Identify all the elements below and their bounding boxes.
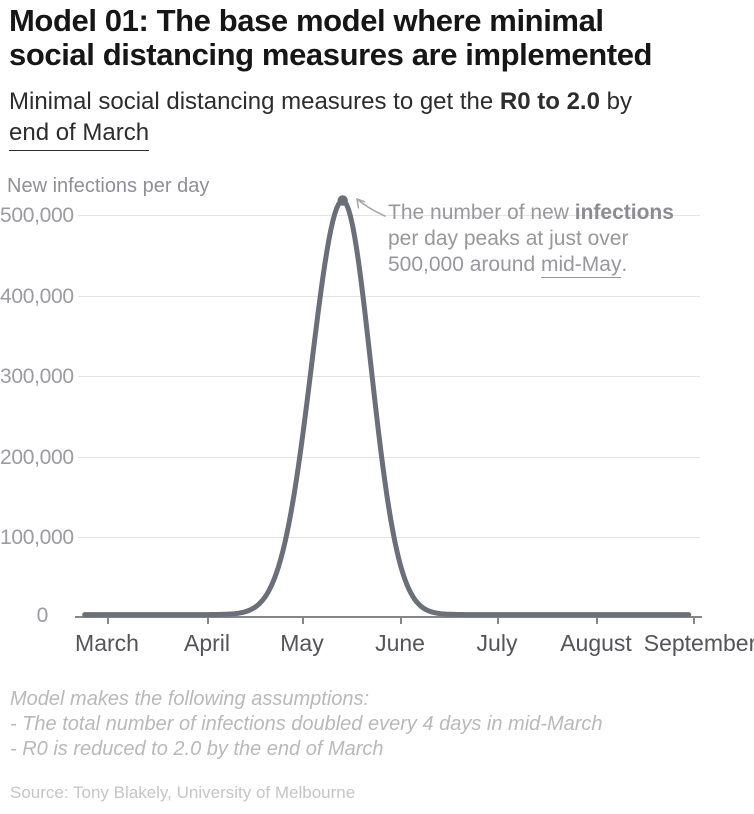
y-tick-label: 200,000 xyxy=(0,446,74,469)
footnote-line-3: - R0 is reduced to 2.0 by the end of Mar… xyxy=(10,738,384,760)
peak-dot xyxy=(337,195,348,206)
x-axis-line xyxy=(75,616,702,618)
annotation-arrow-icon xyxy=(356,198,386,217)
annotation-bold-infections: infections xyxy=(574,201,674,224)
y-tick-label: 500,000 xyxy=(0,204,74,227)
subtitle-prefix: Minimal social distancing measures to ge… xyxy=(9,88,500,115)
annotation-text-3: 500,000 around xyxy=(388,253,541,276)
x-tick-july xyxy=(497,617,499,624)
x-tick-label: May xyxy=(280,630,324,656)
gridline-100k xyxy=(78,537,700,538)
annotation-underlined-mid-may: mid-May xyxy=(540,253,622,278)
title-line-2: social distancing measures are implement… xyxy=(9,37,653,72)
annotation-text-4: . xyxy=(621,253,628,276)
x-tick-label: June xyxy=(375,630,425,656)
x-tick-june xyxy=(400,617,402,624)
assumptions-footnote: Model makes the following assumptions: -… xyxy=(10,687,730,762)
x-tick-label: April xyxy=(183,630,230,656)
page-title: Model 01: The base model where minimal so… xyxy=(9,4,749,72)
gridline-400k xyxy=(78,296,700,297)
subtitle-bold-r0: R0 to 2.0 xyxy=(499,88,600,115)
x-tick-label: August xyxy=(560,630,632,656)
gridline-200k xyxy=(78,457,700,458)
x-tick-august xyxy=(596,617,598,624)
y-tick-label: 400,000 xyxy=(0,285,74,308)
subtitle-underlined-end-of-march: end of March xyxy=(9,117,150,151)
annotation-text-1: The number of new xyxy=(388,201,575,224)
y-tick-label: 300,000 xyxy=(0,365,74,388)
title-line-1: Model 01: The base model where minimal xyxy=(9,3,604,38)
source-credit: Source: Tony Blakely, University of Melb… xyxy=(10,783,356,802)
annotation-text-2: per day peaks at just over xyxy=(388,227,629,250)
x-tick-may xyxy=(302,617,304,624)
footnote-line-1: Model makes the following assumptions: xyxy=(10,688,370,710)
chart-subtitle: Minimal social distancing measures to ge… xyxy=(9,86,739,151)
subtitle-suffix: by xyxy=(599,88,632,115)
footnote-line-2: - The total number of infections doubled… xyxy=(10,713,603,735)
peak-annotation: The number of new infections per day pea… xyxy=(388,200,688,278)
y-axis-title: New infections per day xyxy=(7,175,210,197)
x-tick-march xyxy=(107,617,109,624)
x-tick-label: September xyxy=(643,630,754,656)
y-tick-label: 100,000 xyxy=(0,526,74,549)
x-tick-april xyxy=(207,617,209,624)
x-tick-label: March xyxy=(75,630,139,656)
x-tick-label: July xyxy=(476,630,518,656)
x-tick-september xyxy=(693,617,695,624)
y-tick-label-zero: 0 xyxy=(36,604,49,627)
gridline-300k xyxy=(78,376,700,377)
